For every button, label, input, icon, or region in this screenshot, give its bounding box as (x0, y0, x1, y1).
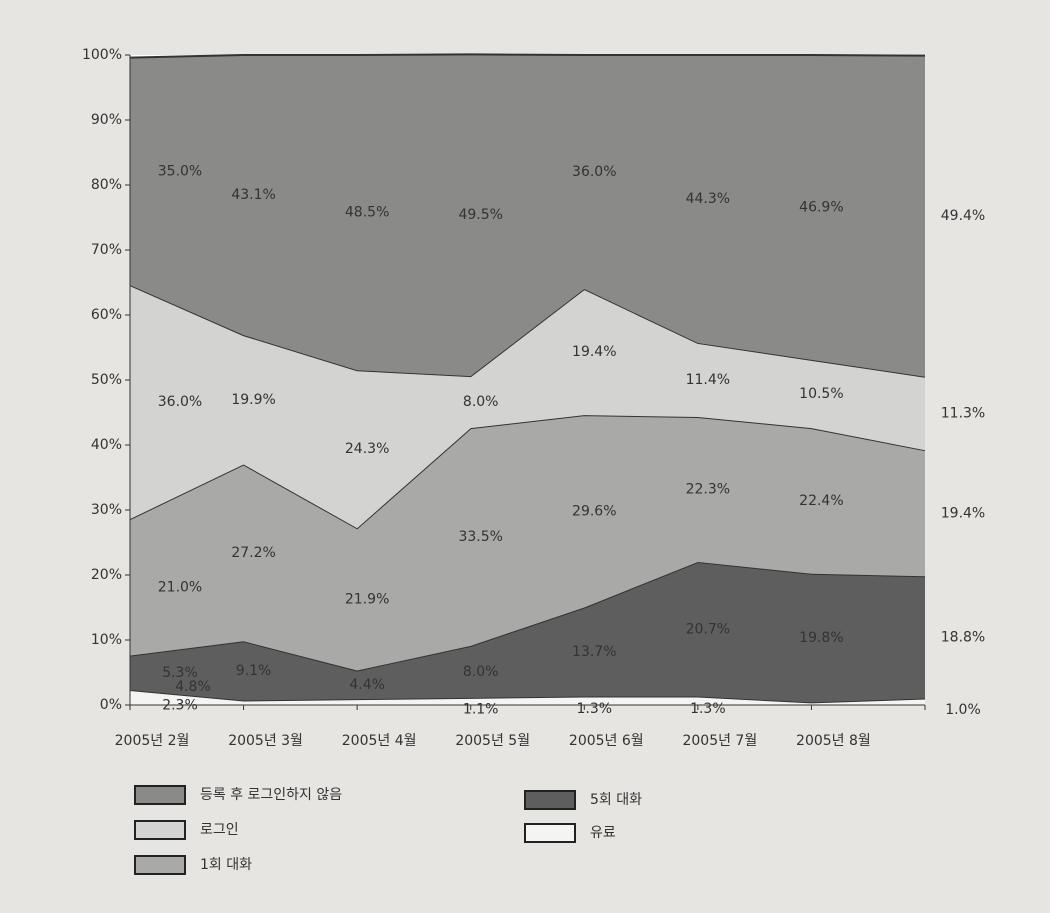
annotation: 4.8% (175, 679, 211, 695)
y-tick-label: 10% (91, 632, 122, 648)
x-tick-label: 2005년 7월 (682, 733, 757, 749)
y-tick-label: 80% (91, 177, 122, 193)
data-label: 8.0% (463, 394, 499, 410)
x-tick-label: 2005년 6월 (569, 733, 644, 749)
x-tick-label: 2005년 2월 (115, 733, 190, 749)
y-tick-label: 100% (82, 47, 122, 63)
area (130, 415, 925, 671)
data-label: 1.3% (576, 701, 612, 717)
data-label: 24.3% (345, 441, 389, 457)
y-tick-label: 70% (91, 242, 122, 258)
data-label: 18.8% (941, 629, 985, 645)
data-label: 49.5% (458, 207, 502, 223)
data-label: 1.0% (945, 702, 981, 718)
data-label: 36.0% (158, 394, 202, 410)
legend-swatch (134, 855, 186, 875)
y-tick-label: 20% (91, 567, 122, 583)
data-label: 22.4% (799, 493, 843, 509)
data-label: 19.8% (799, 630, 843, 646)
area (130, 562, 925, 703)
x-tick-label: 2005년 3월 (228, 733, 303, 749)
y-tick-label: 0% (100, 697, 122, 713)
legend-swatch (134, 820, 186, 840)
data-label: 19.9% (231, 392, 275, 408)
x-tick-label: 2005년 4월 (342, 733, 417, 749)
legend-label: 로그인 (200, 822, 239, 838)
data-label: 21.9% (345, 591, 389, 607)
legend-label: 5회 대화 (590, 792, 642, 808)
data-label: 1.3% (690, 701, 726, 717)
data-label: 11.4% (686, 372, 730, 388)
legend-swatch (524, 790, 576, 810)
data-label: 19.4% (941, 505, 985, 521)
data-label: 43.1% (231, 187, 275, 203)
data-label: 21.0% (158, 579, 202, 595)
data-label: 4.4% (349, 677, 385, 693)
legend-label: 1회 대화 (200, 857, 252, 873)
data-label: 46.9% (799, 199, 843, 215)
legend-label: 유료 (590, 825, 616, 841)
legend-swatch (134, 785, 186, 805)
data-label: 44.3% (686, 191, 730, 207)
legend-label: 등록 후 로그인하지 않음 (200, 787, 342, 803)
area (130, 285, 925, 529)
data-label: 27.2% (231, 545, 275, 561)
data-label: 19.4% (572, 344, 616, 360)
area-edge (129, 53, 926, 59)
data-label: 2.3% (162, 698, 198, 714)
data-label: 35.0% (158, 163, 202, 179)
x-tick-label: 2005년 8월 (796, 733, 871, 749)
data-label: 8.0% (463, 664, 499, 680)
legend-swatch (524, 823, 576, 843)
data-label: 10.5% (799, 386, 843, 402)
data-label: 33.5% (458, 529, 502, 545)
data-label: 29.6% (572, 503, 616, 519)
data-label: 49.4% (941, 208, 985, 224)
data-label: 36.0% (572, 164, 616, 180)
y-tick-label: 30% (91, 502, 122, 518)
y-tick-label: 40% (91, 437, 122, 453)
data-label: 20.7% (686, 621, 730, 637)
y-tick-label: 60% (91, 307, 122, 323)
data-label: 11.3% (941, 405, 985, 421)
data-label: 1.1% (463, 701, 499, 717)
data-label: 48.5% (345, 205, 389, 221)
y-tick-label: 90% (91, 112, 122, 128)
data-label: 13.7% (572, 644, 616, 660)
area (130, 54, 925, 377)
y-tick-label: 50% (91, 372, 122, 388)
data-label: 22.3% (686, 482, 730, 498)
data-label: 5.3% (162, 665, 198, 681)
x-tick-label: 2005년 5월 (455, 733, 530, 749)
data-label: 9.1% (236, 663, 272, 679)
